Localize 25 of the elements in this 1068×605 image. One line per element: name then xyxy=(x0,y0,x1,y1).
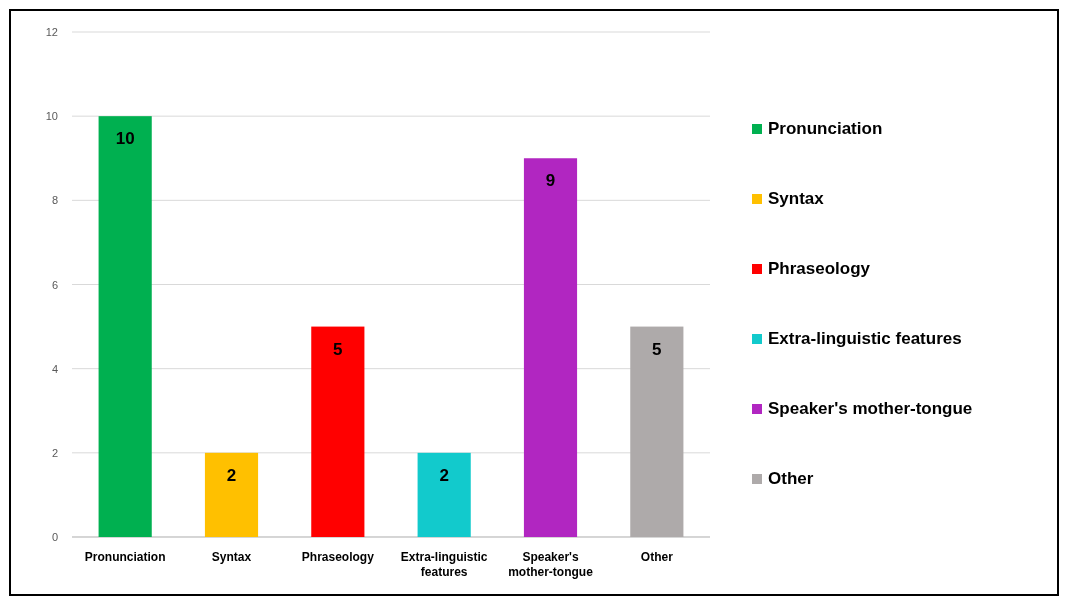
legend-label: Phraseology xyxy=(768,259,871,278)
x-tick-label: Pronunciation xyxy=(84,550,166,564)
data-label: 2 xyxy=(439,465,449,485)
y-tick-label: 6 xyxy=(51,278,58,291)
data-label: 5 xyxy=(652,339,662,359)
y-tick-label: 2 xyxy=(51,446,58,459)
legend-label: Pronunciation xyxy=(768,119,883,138)
data-label: 10 xyxy=(115,129,135,149)
data-label: 9 xyxy=(545,171,556,191)
y-tick-label: 12 xyxy=(45,26,58,38)
x-tick-label: Other xyxy=(640,550,674,564)
legend-label: Syntax xyxy=(768,189,825,208)
x-tick-label: Extra-linguistic features xyxy=(400,550,488,579)
data-label: 5 xyxy=(333,339,343,359)
legend-label: Other xyxy=(768,469,814,488)
data-label: 2 xyxy=(226,465,237,485)
y-tick-label: 10 xyxy=(45,110,58,123)
legend-label: Speaker's mother-tongue xyxy=(768,399,973,418)
legend-label: Extra-linguistic features xyxy=(768,329,962,348)
x-tick-label: Syntax xyxy=(211,550,252,564)
x-tick-label: Speaker's mother-tongue xyxy=(508,550,594,579)
y-tick-label: 8 xyxy=(51,194,58,207)
y-tick-label: 0 xyxy=(51,531,58,543)
x-tick-label: Phraseology xyxy=(301,550,375,564)
y-tick-label: 4 xyxy=(51,362,58,375)
